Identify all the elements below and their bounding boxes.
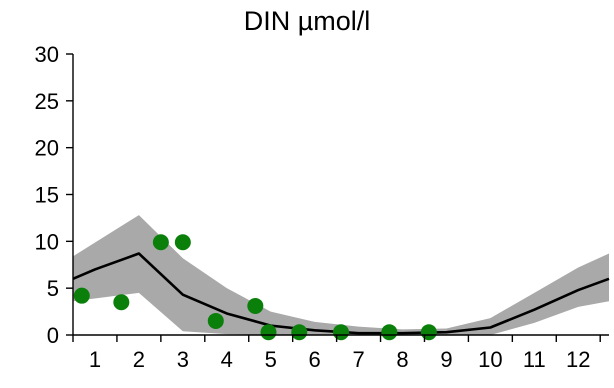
x-tick-label: 6	[309, 347, 321, 372]
observation-point	[207, 312, 224, 329]
chart-title: DIN µmol/l	[243, 6, 371, 36]
x-tick-label: 12	[566, 347, 590, 372]
x-tick-label: 2	[133, 347, 145, 372]
observation-point	[247, 297, 264, 314]
observation-point	[113, 294, 130, 311]
y-tick-label: 15	[35, 183, 59, 208]
x-tick-label: 4	[221, 347, 233, 372]
x-tick-label: 3	[177, 347, 189, 372]
x-tick-label: 1	[89, 347, 101, 372]
y-tick-label: 0	[47, 323, 59, 348]
observation-point	[381, 324, 398, 341]
y-tick-label: 20	[35, 136, 59, 161]
x-tick-label: 5	[265, 347, 277, 372]
observation-point	[333, 324, 349, 341]
y-tick-label: 30	[35, 42, 59, 67]
observation-point	[174, 234, 191, 251]
observation-point	[420, 324, 437, 341]
observation-point	[260, 324, 277, 341]
observation-point	[291, 324, 308, 341]
x-tick-label: 11	[523, 347, 546, 372]
observation-point	[73, 287, 90, 304]
confidence-band-layer	[73, 215, 609, 335]
x-tick-label: 9	[440, 347, 452, 372]
confidence-band	[73, 215, 609, 335]
y-tick-label: 5	[47, 276, 59, 301]
x-tick-label: 10	[478, 347, 502, 372]
observation-points-layer	[73, 234, 437, 341]
observation-point	[152, 234, 169, 251]
x-tick-label: 8	[396, 347, 408, 372]
y-tick-label: 10	[35, 229, 59, 254]
x-tick-label: 7	[352, 347, 364, 372]
y-tick-label: 25	[35, 89, 59, 114]
